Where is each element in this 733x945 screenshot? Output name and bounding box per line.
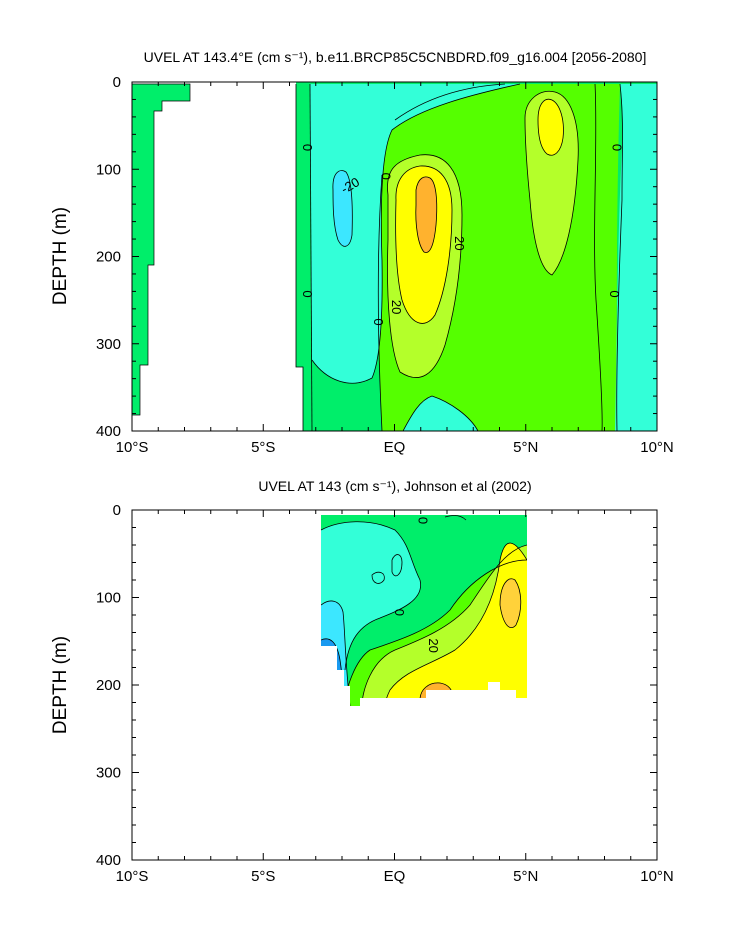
x-tick-label: 10°S (116, 439, 149, 456)
contour-line (444, 515, 467, 521)
y-tick-label: 0 (113, 502, 121, 519)
contour-line (415, 176, 438, 253)
x-tick-label: 5°S (251, 868, 275, 885)
contour-line (321, 600, 351, 706)
land-mask (132, 82, 303, 431)
contour-label: 0 (379, 173, 394, 180)
contour-line (361, 544, 527, 706)
contour-label: 20 (452, 236, 467, 250)
contour-label: 0 (300, 144, 315, 151)
y-tick-label: 100 (96, 161, 121, 178)
panel1-y-axis-label: DEPTH (m) (50, 207, 71, 305)
y-tick-label: 0 (113, 74, 121, 91)
contour-line (332, 170, 353, 247)
coastal-strip-edge (132, 83, 191, 416)
contour-line (344, 559, 527, 706)
fill-level-20-30-north (538, 99, 564, 156)
panel2-contour-labels: 0 0 20 (392, 517, 441, 653)
x-tick-label: 10°S (116, 868, 149, 885)
y-tick-label: 200 (96, 677, 121, 694)
contour-label: 0 (371, 318, 386, 325)
panel2-y-axis-label: DEPTH (m) (50, 636, 71, 734)
panel2-contour-lines (321, 515, 527, 706)
panel-model: UVEL AT 143.4°E (cm s⁻¹), b.e11.BRCP85C5… (50, 49, 674, 456)
contour-label: 20 (389, 300, 404, 314)
obs-fill-20-30 (385, 543, 527, 706)
fill-level-10-20-north (525, 91, 579, 276)
contour-line (384, 542, 527, 706)
fill-level-gt30 (415, 176, 437, 253)
x-tick-label: EQ (384, 868, 406, 885)
panel2-title: UVEL AT 143 (cm s⁻¹), Johnson et al (200… (258, 478, 531, 494)
contour-line (387, 154, 463, 378)
contour-line (616, 83, 623, 431)
contour-line (321, 521, 422, 671)
contour-label: 20 (426, 638, 441, 652)
y-tick-label: 300 (96, 336, 121, 353)
x-tick-label: EQ (384, 439, 406, 456)
contour-line (499, 578, 522, 629)
contour-label: 0 (300, 290, 315, 297)
panel-observations: UVEL AT 143 (cm s⁻¹), Johnson et al (200… (50, 478, 674, 885)
contour-label: 0 (415, 517, 430, 524)
contour-line (395, 165, 453, 324)
contour-line (402, 395, 479, 431)
contour-label: 0 (392, 609, 407, 616)
y-tick-label: 100 (96, 590, 121, 607)
contour-line (311, 83, 521, 384)
x-tick-label: 10°N (640, 439, 674, 456)
coastal-strip (132, 84, 190, 415)
panel1-contour-lines (295, 83, 623, 431)
obs-domain: 0 0 20 (321, 515, 527, 706)
panel1-title: UVEL AT 143.4°E (cm s⁻¹), b.e11.BRCP85C5… (144, 49, 647, 65)
contour-line (394, 83, 506, 121)
contour-line (524, 90, 579, 276)
contour-line (371, 571, 385, 584)
fill-level-neg20-neg10-east (615, 84, 657, 431)
contour-line (377, 174, 383, 431)
x-tick-label: 5°N (513, 439, 538, 456)
y-tick-label: 200 (96, 249, 121, 266)
y-tick-label: 400 (96, 852, 121, 869)
x-tick-label: 5°S (251, 439, 275, 456)
contour-label: 0 (607, 290, 622, 297)
x-tick-label: 5°N (513, 868, 538, 885)
fill-level-neg20-neg10-deep (403, 396, 478, 431)
fill-level-neg30-neg20 (332, 170, 353, 247)
obs-fill-neg20-neg10 (321, 521, 421, 670)
contour-line (594, 83, 603, 431)
fill-level-neg20-neg10 (310, 84, 520, 384)
obs-fill-gt30-north (500, 578, 521, 628)
contour-line (391, 554, 403, 577)
contour-line (537, 98, 564, 156)
contour-label: 0 (610, 144, 625, 151)
y-tick-label: 300 (96, 765, 121, 782)
y-tick-label: 400 (96, 423, 121, 440)
coast-edge (295, 84, 304, 431)
x-tick-label: 10°N (640, 868, 674, 885)
panel2-contour-field: 0 0 20 (321, 515, 527, 706)
